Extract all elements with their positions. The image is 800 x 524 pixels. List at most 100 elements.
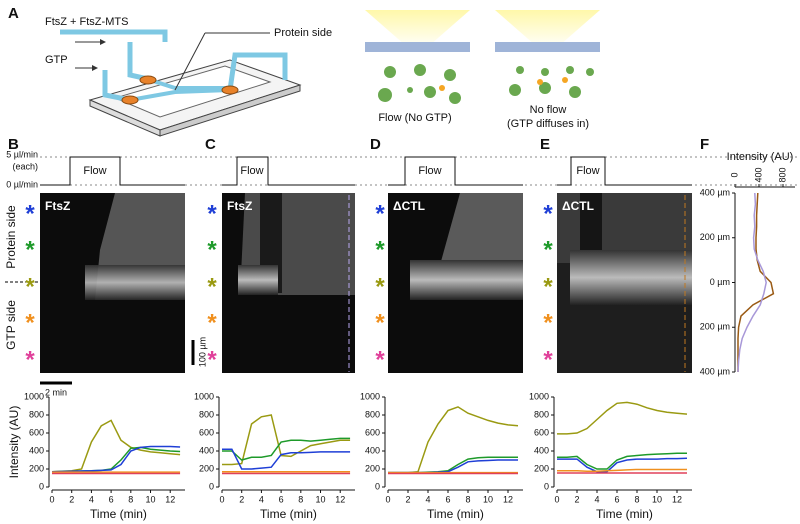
y-tick-label: 200 µm	[700, 232, 730, 242]
lane-marker: *	[25, 273, 35, 300]
series-line	[51, 445, 181, 473]
series-line	[557, 457, 688, 473]
y-tick-label: 400	[365, 445, 380, 455]
lane-marker: *	[375, 236, 385, 263]
x-tick-label: 4	[259, 494, 264, 504]
lane-marker: *	[375, 309, 385, 336]
y-tick-label: 1000	[360, 391, 380, 401]
x-tick-label: 800	[777, 167, 787, 182]
x-tick-label: 0	[729, 172, 739, 177]
y-tick-label: 200	[534, 463, 549, 473]
lane-marker: *	[25, 309, 35, 336]
y-tick-label: 600	[534, 427, 549, 437]
x-tick-label: 12	[165, 494, 175, 504]
protein-label: FtsZ	[45, 199, 70, 213]
series-line	[388, 406, 519, 474]
device-schematic	[60, 29, 302, 137]
lane-marker: *	[25, 200, 35, 227]
y-tick-label: 0	[544, 481, 549, 491]
x-tick-label: 8	[465, 494, 470, 504]
membrane-illustrations	[365, 10, 600, 104]
flow-label: Flow	[418, 165, 441, 177]
y-tick-label: 200	[199, 463, 214, 473]
lane-marker: *	[375, 273, 385, 300]
x-tick-label: 0	[219, 494, 224, 504]
lane-marker: *	[25, 236, 35, 263]
panel-label: C	[205, 136, 216, 153]
flow-label: Flow	[240, 165, 263, 177]
y-tick-label: 1000	[24, 391, 44, 401]
y-tick-label: 400	[199, 445, 214, 455]
x-tick-label: 12	[672, 494, 682, 504]
flow-axis-label: 5 µl/min	[6, 149, 38, 159]
y-tick-label: 0	[375, 481, 380, 491]
y-tick-label: 1000	[529, 391, 549, 401]
lane-marker: *	[207, 309, 217, 336]
input-label: FtsZ + FtsZ-MTS	[45, 16, 128, 28]
lane-marker: *	[207, 200, 217, 227]
flow-axis-label: (each)	[12, 161, 38, 171]
y-tick-label: 200	[365, 463, 380, 473]
flow-label: Flow	[83, 165, 106, 177]
lane-marker: *	[543, 236, 553, 263]
x-axis-label: Time (min)	[260, 507, 317, 521]
lane-marker: *	[375, 346, 385, 373]
x-tick-label: 10	[652, 494, 662, 504]
scale-label: 100 µm	[197, 337, 207, 367]
side-label: Protein side	[4, 205, 18, 269]
x-tick-label: 0	[49, 494, 54, 504]
y-tick-label: 400 µm	[700, 187, 730, 197]
panel-label: D	[370, 136, 381, 153]
input-label: GTP	[45, 54, 68, 66]
series-line	[222, 414, 351, 466]
side-label: GTP side	[4, 300, 18, 350]
profile-line	[737, 192, 767, 373]
y-tick-label: 200 µm	[700, 322, 730, 332]
y-tick-label: 200	[29, 463, 44, 473]
x-tick-label: 10	[146, 494, 156, 504]
x-axis-label: Time (min)	[427, 507, 484, 521]
lane-marker: *	[543, 309, 553, 336]
y-tick-label: 0 µm	[710, 277, 730, 287]
x-tick-label: 4	[89, 494, 94, 504]
x-tick-label: 400	[753, 167, 763, 182]
x-tick-label: 2	[239, 494, 244, 504]
labels: A B C D E F FtsZ + FtsZ-MTS GTP Protein …	[4, 5, 709, 397]
x-tick-label: 6	[614, 494, 619, 504]
x-axis-label: Time (min)	[90, 507, 147, 521]
x-tick-label: 6	[445, 494, 450, 504]
y-axis-label: Intensity (AU)	[7, 406, 21, 479]
scale-label: 2 min	[45, 387, 67, 397]
x-tick-label: 4	[594, 494, 599, 504]
y-tick-label: 600	[29, 427, 44, 437]
x-tick-label: 2	[69, 494, 74, 504]
y-tick-label: 400	[534, 445, 549, 455]
protein-label: ΔCTL	[393, 199, 425, 213]
x-tick-label: 12	[335, 494, 345, 504]
flow-axis-label: 0 µl/min	[6, 179, 38, 189]
panel-label: F	[700, 136, 709, 153]
x-tick-label: 2	[574, 494, 579, 504]
y-tick-label: 800	[365, 409, 380, 419]
lane-marker: *	[543, 273, 553, 300]
series-line	[557, 452, 687, 470]
x-tick-label: 8	[298, 494, 303, 504]
condition: Flow (No GTP)	[378, 112, 451, 124]
lane-marker: *	[375, 200, 385, 227]
kymographs	[5, 193, 692, 385]
y-tick-label: 0	[39, 481, 44, 491]
x-tick-label: 0	[554, 494, 559, 504]
panel-label: A	[8, 5, 19, 22]
y-tick-label: 400 µm	[700, 366, 730, 376]
x-tick-label: 0	[385, 494, 390, 504]
lane-marker: *	[207, 273, 217, 300]
series-line	[222, 437, 351, 461]
y-tick-label: 800	[534, 409, 549, 419]
x-tick-label: 4	[425, 494, 430, 504]
lane-marker: *	[543, 200, 553, 227]
flow-traces	[40, 156, 800, 186]
x-tick-label: 8	[128, 494, 133, 504]
condition: No flow	[530, 104, 567, 116]
lane-marker: *	[25, 346, 35, 373]
series-line	[388, 459, 518, 474]
